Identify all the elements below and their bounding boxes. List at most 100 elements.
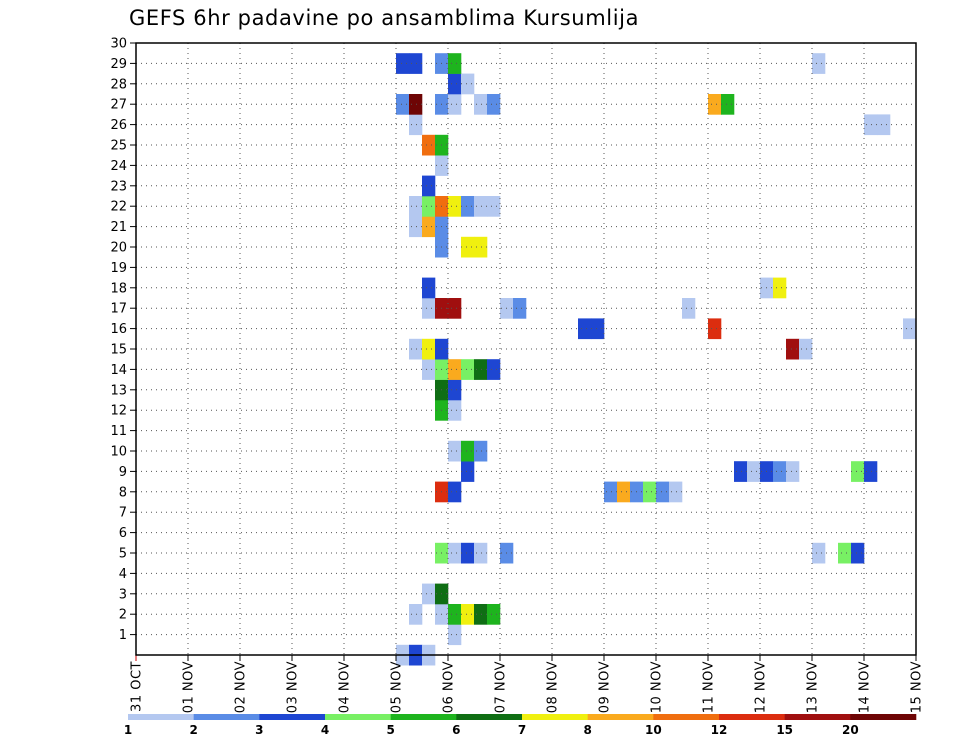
colorbar-segment — [128, 714, 194, 720]
colorbar-segment — [259, 714, 326, 720]
x-tick-label: 07 NOV — [494, 661, 509, 713]
colorbar-segment — [587, 714, 654, 720]
data-cell — [773, 277, 787, 299]
x-tick-label: 02 NOV — [234, 661, 249, 713]
data-cell — [474, 604, 488, 625]
data-cell — [877, 114, 891, 136]
data-cell — [487, 359, 501, 380]
x-tick-label: 15 NOV — [910, 661, 925, 713]
y-tick-label: 22 — [110, 200, 127, 215]
colorbar-segment — [850, 714, 917, 720]
y-tick-label: 16 — [110, 322, 127, 337]
colorbar-segment — [325, 714, 391, 720]
data-cell — [487, 196, 501, 217]
data-cell — [422, 196, 436, 217]
data-cell — [461, 73, 475, 95]
data-cell — [409, 604, 423, 625]
data-cell — [448, 196, 462, 217]
y-tick-label: 28 — [110, 77, 127, 92]
x-tick-label: 12 NOV — [754, 661, 769, 713]
data-cell — [409, 196, 423, 217]
data-cell — [773, 461, 787, 482]
data-cell — [812, 53, 826, 74]
data-cell — [682, 298, 696, 319]
x-tick-label: 04 NOV — [338, 661, 353, 713]
data-cell — [864, 461, 878, 482]
colorbar-label: 8 — [583, 723, 591, 737]
colorbar-segment — [522, 714, 588, 720]
colorbar-segment — [193, 714, 260, 720]
data-cell — [604, 481, 618, 503]
data-cell — [708, 94, 722, 115]
colorbar-segment — [784, 714, 851, 720]
y-tick-label: 18 — [110, 281, 127, 296]
y-tick-label: 12 — [110, 404, 127, 419]
data-cell — [422, 277, 436, 299]
data-cell — [851, 461, 865, 482]
data-cell — [708, 318, 722, 340]
data-cell — [643, 481, 657, 503]
data-cell — [786, 338, 800, 360]
data-cell — [396, 53, 410, 74]
data-cell — [448, 624, 462, 646]
data-cell — [409, 114, 423, 136]
data-cell — [448, 440, 462, 462]
data-cell — [448, 379, 462, 401]
data-cell — [448, 359, 462, 380]
colorbar-segment — [390, 714, 457, 720]
data-cell — [448, 481, 462, 503]
data-cell — [474, 440, 488, 462]
data-cell — [461, 461, 475, 482]
x-tick-label: 11 NOV — [702, 661, 717, 713]
data-cell — [838, 542, 852, 564]
data-cell — [669, 481, 683, 503]
chart-title: GEFS 6hr padavine po ansamblima Kursumli… — [129, 6, 639, 30]
data-cell — [474, 542, 488, 564]
colorbar-segment — [653, 714, 720, 720]
y-tick-label: 17 — [110, 302, 127, 317]
data-cell — [396, 94, 410, 115]
x-tick-label: 10 NOV — [650, 661, 665, 713]
data-cell — [864, 114, 878, 136]
data-cell — [617, 481, 631, 503]
y-tick-label: 29 — [110, 57, 127, 72]
data-cell — [422, 583, 436, 605]
y-tick-label: 15 — [110, 343, 127, 358]
y-tick-label: 9 — [119, 465, 127, 480]
y-tick-label: 20 — [110, 241, 127, 256]
data-cell — [448, 298, 462, 319]
data-cell — [461, 604, 475, 625]
x-tick-label: 03 NOV — [286, 661, 301, 713]
y-tick-label: 1 — [119, 628, 127, 643]
data-cell — [448, 400, 462, 421]
y-tick-label: 21 — [110, 220, 127, 235]
data-cell — [409, 53, 423, 74]
y-tick-label: 8 — [119, 485, 127, 500]
data-cell — [786, 461, 800, 482]
data-cell — [422, 359, 436, 380]
x-tick-label: 06 NOV — [442, 661, 457, 713]
data-cell — [409, 338, 423, 360]
data-cell — [474, 359, 488, 380]
data-cell — [448, 53, 462, 74]
data-cell — [799, 338, 813, 360]
colorbar-label: 4 — [321, 723, 329, 737]
data-cell — [448, 94, 462, 115]
x-tick-label: 13 NOV — [806, 661, 821, 713]
y-tick-label: 13 — [110, 383, 127, 398]
y-tick-label: 4 — [119, 567, 127, 582]
data-cell — [578, 318, 592, 340]
data-cell — [409, 216, 423, 238]
data-cell — [461, 440, 475, 462]
data-cell — [903, 318, 917, 340]
plot-frame — [135, 42, 917, 656]
x-tick-label: 01 NOV — [182, 661, 197, 713]
colorbar-label: 10 — [645, 723, 662, 737]
data-cell — [422, 298, 436, 319]
colorbar-label: 1 — [124, 723, 132, 737]
data-cell — [474, 196, 488, 217]
y-tick-label: 24 — [110, 159, 127, 174]
data-cell — [591, 318, 605, 340]
data-cell — [474, 94, 488, 115]
y-tick-label: 26 — [110, 118, 127, 133]
